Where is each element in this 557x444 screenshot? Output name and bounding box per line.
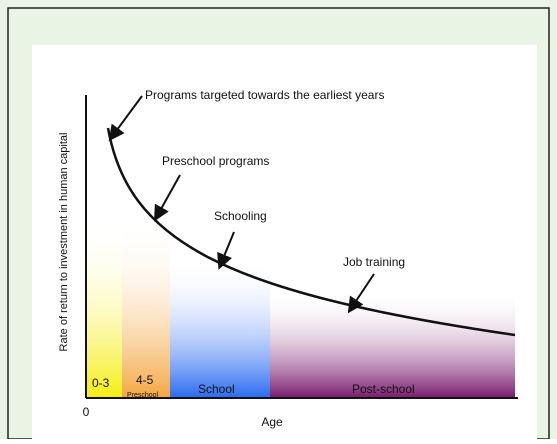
origin-label: 0 xyxy=(83,405,90,419)
x-axis-label: Age xyxy=(261,415,283,429)
stage-label: School xyxy=(198,382,235,396)
annotation: Job training xyxy=(343,255,405,269)
y-axis-label: Rate of return to investment in human ca… xyxy=(58,133,70,352)
stage-band xyxy=(86,220,122,398)
stage-label: 0-3 xyxy=(92,376,110,390)
stage-band xyxy=(122,220,170,398)
arrow xyxy=(154,174,181,222)
annotation: Schooling xyxy=(214,209,267,223)
annotation: Preschool programs xyxy=(162,154,269,168)
stage-label: Post-school xyxy=(352,382,415,396)
arrow xyxy=(217,231,235,270)
stage-sublabel: Preschool xyxy=(127,392,159,399)
stage-band xyxy=(170,260,270,398)
annotation: Programs targeted towards the earliest y… xyxy=(145,88,384,102)
arrow xyxy=(108,95,143,142)
stage-label: 4-5 xyxy=(136,373,154,387)
arrow xyxy=(347,273,375,314)
curve xyxy=(106,127,516,337)
stage-band xyxy=(270,290,515,398)
